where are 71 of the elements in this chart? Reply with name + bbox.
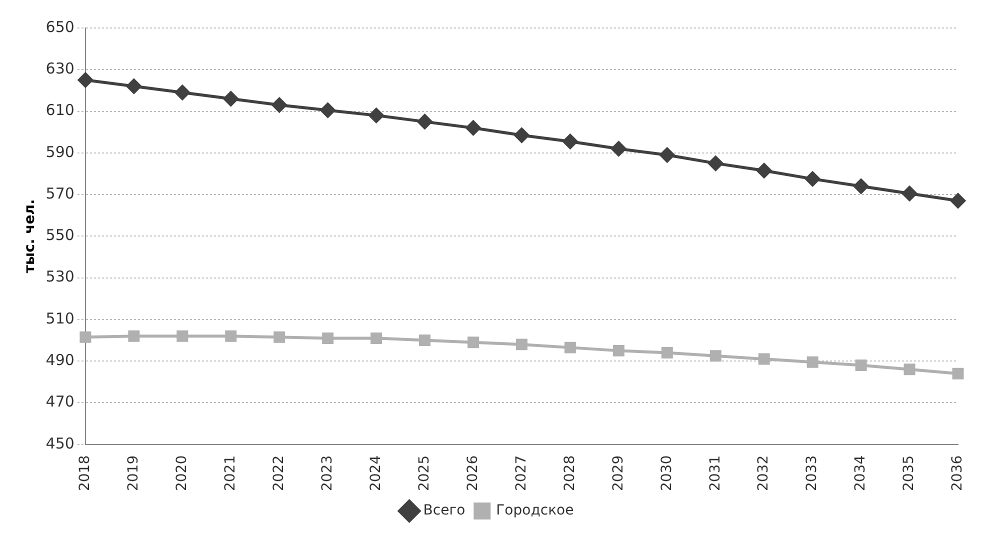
x-tick-label: 2034 xyxy=(852,455,869,492)
legend-label: Городское xyxy=(496,502,574,519)
point xyxy=(370,332,382,344)
x-tick-label: 2026 xyxy=(464,455,481,492)
point xyxy=(806,356,818,368)
point xyxy=(322,332,334,344)
point xyxy=(564,342,576,354)
point xyxy=(466,120,481,136)
y-tick-label: 450 xyxy=(46,434,74,452)
point xyxy=(562,134,578,149)
point xyxy=(320,102,336,118)
point xyxy=(274,331,286,343)
point xyxy=(950,193,966,208)
point xyxy=(368,108,384,123)
point xyxy=(176,330,188,342)
x-tick-label: 2024 xyxy=(368,455,384,492)
point xyxy=(78,72,93,88)
point xyxy=(80,331,92,343)
x-tick-label: 2018 xyxy=(77,455,94,492)
x-tick-label: 2027 xyxy=(513,455,530,492)
point xyxy=(756,163,772,178)
point xyxy=(128,330,140,342)
y-tick-label: 550 xyxy=(46,226,74,244)
y-tick-label: 570 xyxy=(46,184,74,202)
point xyxy=(855,360,867,372)
x-tick-label: 2032 xyxy=(756,455,772,492)
x-tick-label: 2025 xyxy=(416,455,432,492)
point xyxy=(661,347,673,359)
point xyxy=(126,78,142,94)
x-tick-label: 2031 xyxy=(707,455,724,492)
x-tick-label: 2030 xyxy=(658,455,675,492)
point xyxy=(467,336,479,348)
y-tick-label: 510 xyxy=(46,309,74,328)
point xyxy=(758,353,770,365)
y-tick-label: 630 xyxy=(46,60,74,78)
y-tick-label: 530 xyxy=(46,268,74,286)
point xyxy=(854,178,869,194)
point xyxy=(419,334,431,346)
x-tick-label: 2022 xyxy=(270,455,287,492)
point xyxy=(952,368,964,380)
y-tick-label: 470 xyxy=(46,392,74,411)
x-tick-label: 2020 xyxy=(174,455,190,492)
point xyxy=(225,330,237,342)
y-tick-label: 610 xyxy=(46,101,74,120)
x-tick-label: 2036 xyxy=(950,455,966,492)
x-tick-label: 2029 xyxy=(610,455,626,492)
point xyxy=(272,98,287,113)
point xyxy=(902,186,918,202)
x-tick-label: 2019 xyxy=(126,455,142,492)
x-tick-label: 2035 xyxy=(901,455,918,492)
point xyxy=(904,364,916,376)
point xyxy=(708,156,724,171)
point xyxy=(223,91,238,106)
point xyxy=(660,147,675,162)
point xyxy=(516,338,528,350)
y-tick-label: 590 xyxy=(46,142,74,161)
x-tick-label: 2033 xyxy=(804,455,820,492)
point xyxy=(514,128,530,143)
point xyxy=(174,85,190,100)
point xyxy=(710,350,722,362)
point xyxy=(417,114,432,130)
y-tick-label: 650 xyxy=(46,18,74,36)
legend-label: Всего xyxy=(423,502,466,519)
x-tick-label: 2028 xyxy=(562,455,578,492)
point xyxy=(611,141,626,156)
x-tick-label: 2023 xyxy=(319,455,336,492)
point xyxy=(805,171,820,186)
point xyxy=(612,344,624,356)
y-tick-label: 490 xyxy=(46,350,74,369)
x-tick-label: 2021 xyxy=(222,455,238,492)
y-axis-title: тыс. чел. xyxy=(22,199,38,274)
